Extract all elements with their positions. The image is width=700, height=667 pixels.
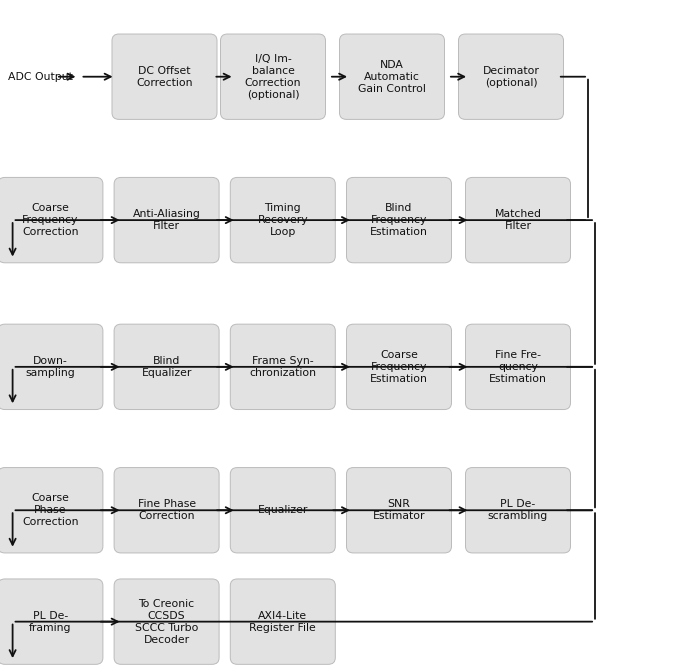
Text: Coarse
Phase
Correction: Coarse Phase Correction <box>22 494 78 527</box>
Text: Blind
Equalizer: Blind Equalizer <box>141 356 192 378</box>
FancyBboxPatch shape <box>0 579 103 664</box>
FancyBboxPatch shape <box>114 468 219 553</box>
FancyBboxPatch shape <box>114 177 219 263</box>
FancyBboxPatch shape <box>466 177 570 263</box>
FancyBboxPatch shape <box>0 468 103 553</box>
Text: PL De-
scrambling: PL De- scrambling <box>488 500 548 521</box>
Text: Anti-Aliasing
Filter: Anti-Aliasing Filter <box>133 209 200 231</box>
Text: AXI4-Lite
Register File: AXI4-Lite Register File <box>249 611 316 632</box>
FancyBboxPatch shape <box>112 34 217 119</box>
Text: Fine Phase
Correction: Fine Phase Correction <box>137 500 196 521</box>
Text: To Creonic
CCSDS
SCCC Turbo
Decoder: To Creonic CCSDS SCCC Turbo Decoder <box>135 599 198 644</box>
FancyBboxPatch shape <box>114 579 219 664</box>
FancyBboxPatch shape <box>346 177 452 263</box>
Text: Decimator
(optional): Decimator (optional) <box>482 66 540 87</box>
Text: DC Offset
Correction: DC Offset Correction <box>136 66 192 87</box>
Text: Down-
sampling: Down- sampling <box>25 356 76 378</box>
Text: NDA
Automatic
Gain Control: NDA Automatic Gain Control <box>358 60 426 93</box>
FancyBboxPatch shape <box>230 177 335 263</box>
Text: Matched
Filter: Matched Filter <box>494 209 542 231</box>
FancyBboxPatch shape <box>458 34 564 119</box>
Text: Equalizer: Equalizer <box>258 506 308 515</box>
Text: ADC Output: ADC Output <box>8 72 74 81</box>
FancyBboxPatch shape <box>230 468 335 553</box>
Text: Coarse
Frequency
Estimation: Coarse Frequency Estimation <box>370 350 428 384</box>
Text: PL De-
framing: PL De- framing <box>29 611 71 632</box>
FancyBboxPatch shape <box>340 34 444 119</box>
FancyBboxPatch shape <box>466 324 570 410</box>
FancyBboxPatch shape <box>0 324 103 410</box>
Text: Timing
Recovery
Loop: Timing Recovery Loop <box>258 203 308 237</box>
FancyBboxPatch shape <box>230 579 335 664</box>
FancyBboxPatch shape <box>346 468 452 553</box>
FancyBboxPatch shape <box>220 34 326 119</box>
Text: Fine Fre-
quency
Estimation: Fine Fre- quency Estimation <box>489 350 547 384</box>
FancyBboxPatch shape <box>466 468 570 553</box>
Text: Blind
Frequency
Estimation: Blind Frequency Estimation <box>370 203 428 237</box>
FancyBboxPatch shape <box>346 324 452 410</box>
FancyBboxPatch shape <box>114 324 219 410</box>
Text: I/Q Im-
balance
Correction
(optional): I/Q Im- balance Correction (optional) <box>245 54 301 99</box>
FancyBboxPatch shape <box>0 177 103 263</box>
Text: Coarse
Frequency
Correction: Coarse Frequency Correction <box>22 203 78 237</box>
Text: Frame Syn-
chronization: Frame Syn- chronization <box>249 356 316 378</box>
FancyBboxPatch shape <box>230 324 335 410</box>
Text: SNR
Estimator: SNR Estimator <box>372 500 425 521</box>
